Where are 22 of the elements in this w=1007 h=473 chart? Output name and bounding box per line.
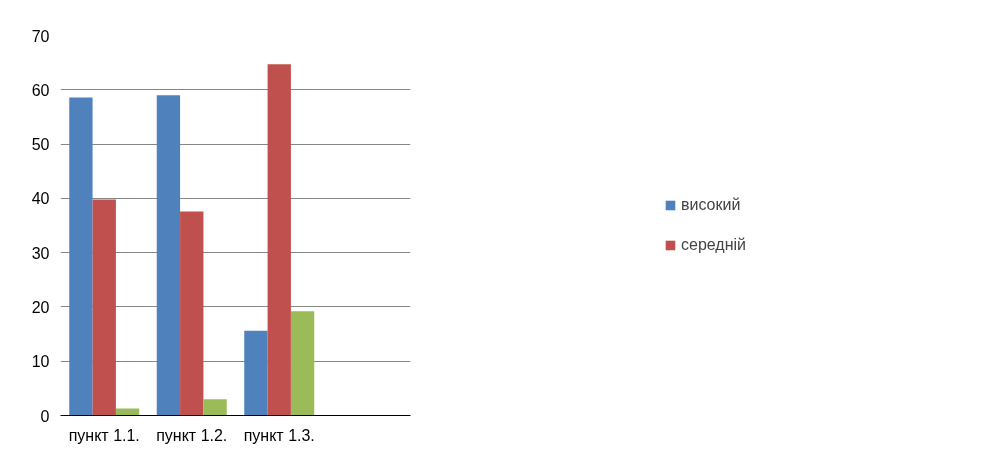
x-tick-label: пункт 1.3.: [243, 426, 315, 444]
bar: [290, 311, 315, 416]
x-tick-label: пункт 1.2.: [156, 426, 228, 444]
y-tick-label: 70: [31, 27, 50, 45]
bar: [156, 95, 181, 416]
bar: [69, 97, 93, 416]
legend-label: середній: [680, 236, 747, 254]
bar: [267, 64, 291, 416]
y-tick-label: 20: [31, 298, 50, 316]
bar: [180, 211, 204, 416]
bar: [203, 399, 227, 416]
bar: [92, 199, 116, 416]
y-tick-label: 0: [40, 407, 50, 425]
y-tick-label: 50: [31, 136, 50, 154]
bar: [115, 408, 140, 416]
y-tick-label: 60: [31, 81, 50, 99]
y-tick-label: 40: [31, 190, 50, 208]
bar: [244, 330, 268, 416]
y-tick-label: 30: [31, 244, 50, 262]
legend-label: високий: [680, 196, 741, 214]
x-tick-label: пункт 1.1.: [68, 426, 140, 444]
y-tick-label: 10: [31, 353, 50, 371]
